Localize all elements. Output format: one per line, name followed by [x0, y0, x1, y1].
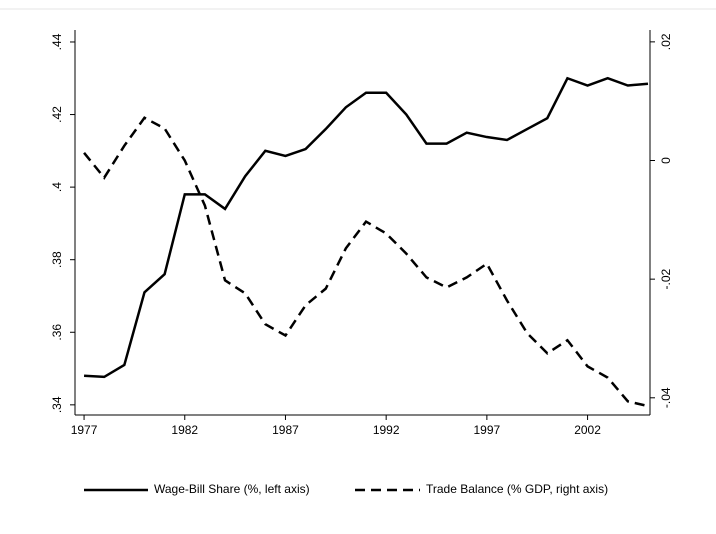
y-tick-label: .34 — [50, 396, 64, 413]
data-line — [83, 116, 649, 408]
data-line — [83, 76, 649, 379]
y2-tick-label: -.04 — [659, 387, 673, 408]
y-tick-label: .38 — [50, 251, 64, 268]
x-tick-label: 1977 — [71, 423, 98, 437]
x-tick-label: 2002 — [574, 423, 601, 437]
y2-tick-label: -.02 — [659, 268, 673, 289]
y2-tick-label: 0 — [659, 157, 673, 164]
legend-label: Wage-Bill Share (%, left axis) — [154, 482, 310, 496]
y2-tick-label: .02 — [659, 33, 673, 50]
legend-label: Trade Balance (% GDP, right axis) — [426, 482, 608, 496]
y-tick-label: .42 — [50, 106, 64, 123]
x-tick-label: 1992 — [373, 423, 400, 437]
x-tick-label: 1982 — [171, 423, 198, 437]
y-tick-label: .36 — [50, 324, 64, 341]
x-tick-label: 1987 — [272, 423, 299, 437]
x-tick-label: 1997 — [474, 423, 501, 437]
y-tick-label: .44 — [50, 33, 64, 50]
y-tick-label: .4 — [50, 182, 64, 192]
